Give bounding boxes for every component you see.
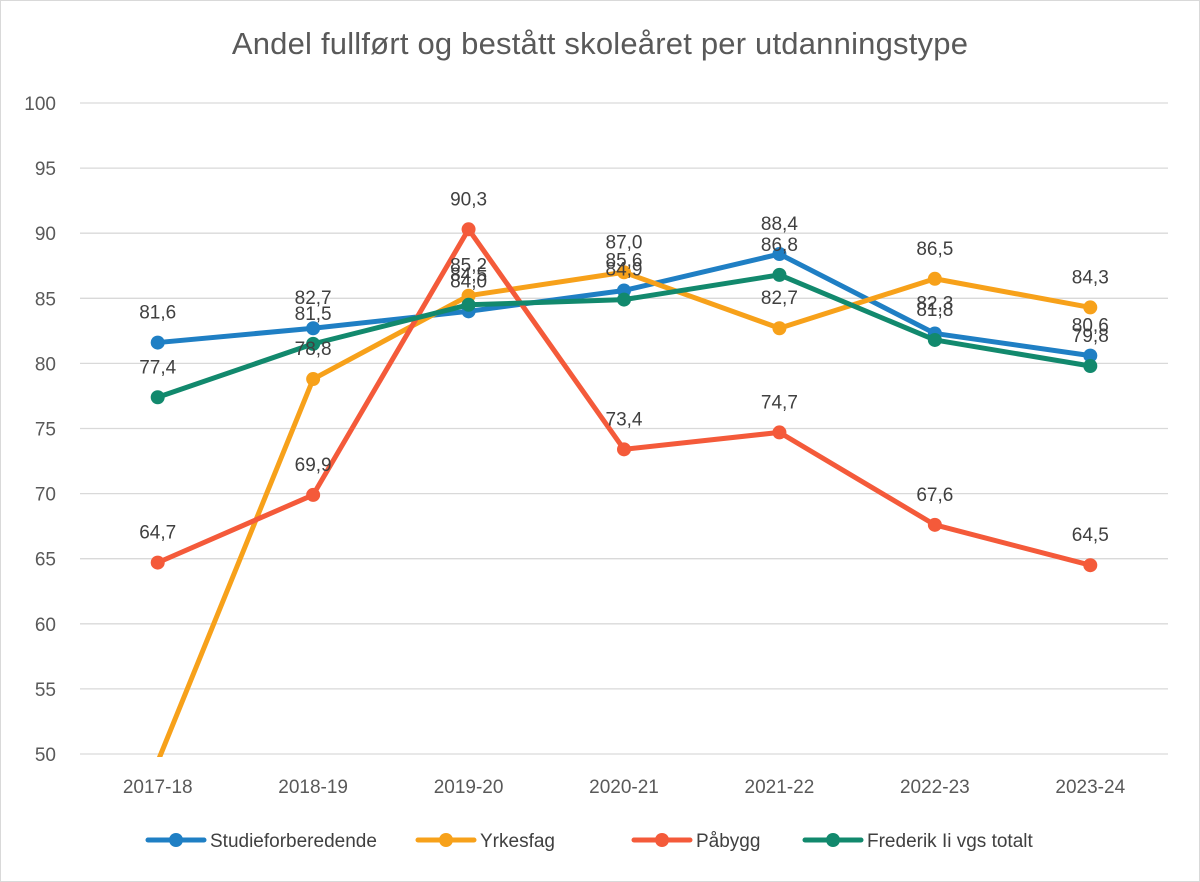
data-label: 84,0 — [450, 271, 487, 292]
data-point — [150, 555, 165, 570]
data-point — [150, 390, 165, 405]
data-label: 84,9 — [606, 260, 643, 281]
data-point — [1083, 359, 1098, 374]
legend-item: Frederik Ii vgs totalt — [802, 831, 1033, 852]
data-point — [772, 267, 787, 282]
data-point — [150, 335, 165, 350]
legend-swatch-marker — [826, 833, 840, 847]
y-tick-label: 85 — [35, 289, 56, 310]
legend-swatch-marker — [169, 833, 183, 847]
data-point — [927, 517, 942, 532]
data-label: 69,9 — [295, 455, 332, 476]
x-tick-label: 2019-20 — [434, 777, 504, 798]
data-label: 82,3 — [916, 293, 953, 314]
y-tick-label: 70 — [35, 485, 56, 506]
data-label: 85,6 — [606, 250, 643, 271]
y-tick-label: 75 — [35, 420, 56, 441]
data-point — [617, 292, 631, 307]
data-label: 78,8 — [295, 339, 332, 360]
data-label: 82,7 — [295, 288, 332, 309]
y-tick-label: 100 — [24, 94, 56, 115]
y-tick-label: 60 — [35, 615, 56, 636]
data-point — [1083, 558, 1098, 573]
chart-title: Andel fullført og bestått skoleåret per … — [231, 26, 969, 61]
data-point — [306, 487, 321, 502]
data-label: 64,5 — [1072, 525, 1109, 546]
data-point — [772, 425, 787, 440]
data-label: 81,5 — [295, 304, 332, 325]
data-point — [617, 265, 631, 280]
data-point — [306, 372, 321, 387]
data-point — [461, 222, 476, 237]
data-point — [927, 332, 942, 347]
data-point — [772, 247, 787, 262]
x-tick-label: 2017-18 — [123, 777, 193, 798]
data-label: 81,8 — [916, 300, 953, 321]
data-label: 79,8 — [1072, 326, 1109, 347]
data-label: 81,6 — [139, 303, 176, 324]
data-label: 86,8 — [761, 235, 798, 256]
data-point — [461, 297, 476, 312]
legend: Studieforberedende Yrkesfag Påbygg Frederik… — [145, 831, 1033, 852]
data-point — [306, 336, 321, 351]
data-point — [1083, 300, 1098, 315]
legend-swatch-marker — [439, 833, 453, 847]
data-label: 85,2 — [450, 256, 487, 277]
legend-item: Påbygg — [631, 831, 760, 852]
y-tick-label: 55 — [35, 680, 56, 701]
data-point — [306, 321, 321, 336]
gridlines: 50 55 60 65 70 75 80 85 90 95 100 — [24, 94, 1168, 766]
data-label: 74,7 — [761, 392, 798, 413]
y-tick-label: 90 — [35, 224, 56, 245]
y-tick-label: 80 — [35, 354, 56, 375]
y-tick-label: 50 — [35, 745, 56, 766]
x-tick-label: 2018-19 — [278, 777, 348, 798]
x-tick-label: 2023-24 — [1055, 777, 1125, 798]
data-label: 86,5 — [916, 239, 953, 260]
legend-label: Studieforberedende — [210, 831, 377, 852]
data-label: 77,4 — [139, 357, 176, 378]
data-label: 88,4 — [761, 214, 798, 235]
data-label: 84,3 — [1072, 267, 1109, 288]
legend-label: Yrkesfag — [480, 831, 555, 852]
data-point — [617, 442, 631, 457]
data-label: 73,4 — [606, 409, 643, 430]
data-label: 67,6 — [916, 485, 953, 506]
legend-label: Frederik Ii vgs totalt — [867, 831, 1033, 852]
data-point — [927, 271, 942, 286]
data-label: 80,6 — [1072, 316, 1109, 337]
legend-label: Påbygg — [696, 831, 760, 852]
x-axis: 2017-18 2018-19 2019-20 2020-21 2021-22 2022-… — [123, 777, 1126, 798]
legend-item: Yrkesfag — [415, 831, 555, 852]
x-tick-label: 2022-23 — [900, 777, 970, 798]
data-label: 87,0 — [606, 232, 643, 253]
data-label: 64,7 — [139, 523, 176, 544]
x-tick-label: 2020-21 — [589, 777, 659, 798]
data-label: 82,7 — [761, 288, 798, 309]
y-tick-label: 65 — [35, 550, 56, 571]
data-point — [1083, 348, 1098, 363]
data-labels: 81,6 82,7 84,0 85,6 88,4 82,3 80,6 78,8 85,2 87,0… — [139, 189, 1109, 546]
legend-swatch-marker — [655, 833, 669, 847]
x-tick-label: 2021-22 — [745, 777, 815, 798]
data-label: 84,5 — [450, 265, 487, 286]
data-label: 90,3 — [450, 189, 487, 210]
series-group — [150, 222, 1098, 757]
y-tick-label: 95 — [35, 159, 56, 180]
legend-item: Studieforberedende — [145, 831, 377, 852]
data-point — [772, 321, 787, 336]
